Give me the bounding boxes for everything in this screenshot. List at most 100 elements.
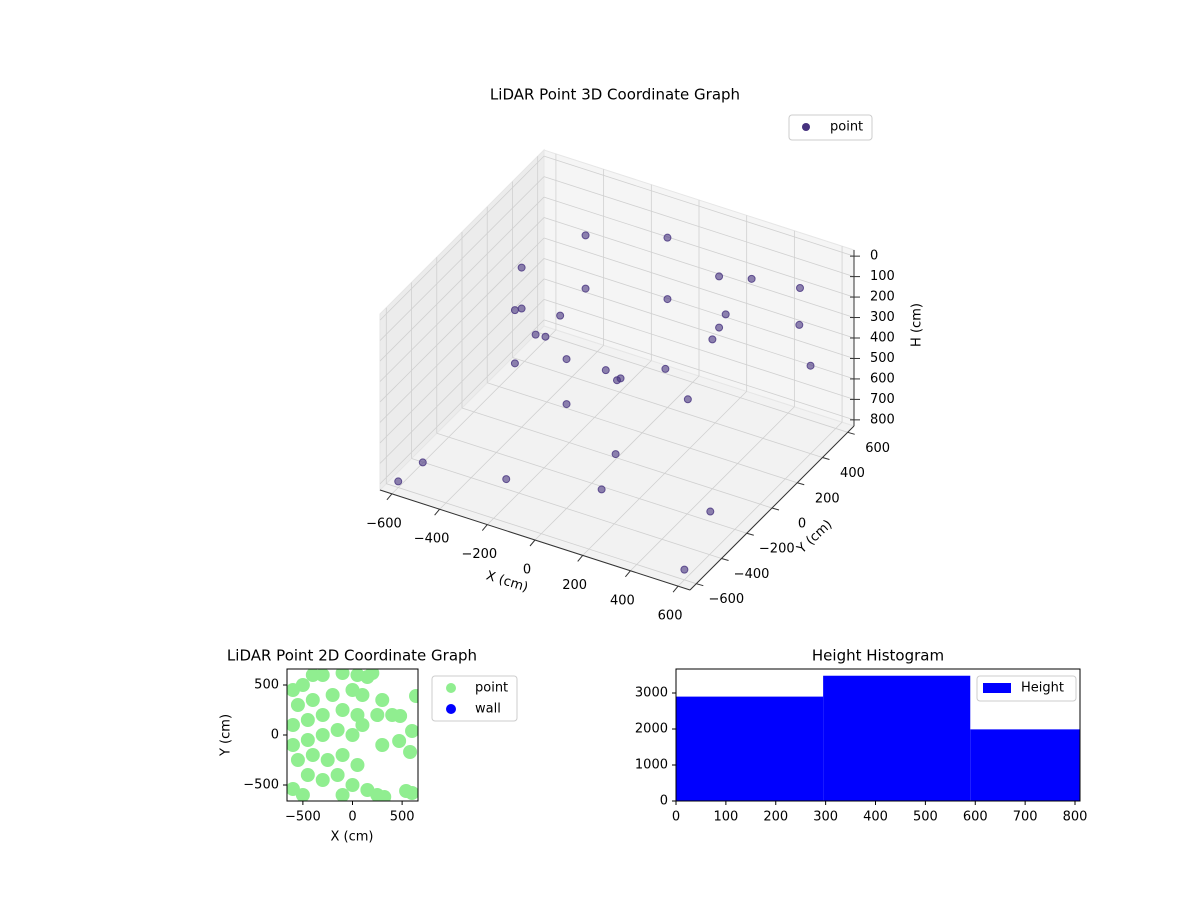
x-tick-label: −400 (414, 532, 450, 547)
z-tick-label: 800 (870, 412, 895, 427)
point (350, 758, 365, 772)
point (295, 678, 310, 692)
x-tick (577, 555, 584, 562)
z-tick-label: 200 (870, 290, 895, 305)
y-tick-label: 400 (840, 466, 865, 481)
x-tick-label: 0 (523, 563, 531, 578)
y-tick (847, 431, 855, 435)
x-tick (481, 524, 488, 531)
grid-line (543, 299, 855, 400)
chart-title: LiDAR Point 2D Coordinate Graph (227, 647, 477, 665)
point (315, 728, 330, 742)
point (287, 718, 300, 732)
y-tick-label: 500 (254, 678, 279, 693)
legend-label: point (830, 120, 863, 135)
x-axis-label: X (cm) (331, 830, 374, 845)
point (795, 320, 804, 329)
y-tick-label: 0 (798, 517, 806, 532)
x-tick-label: 200 (562, 578, 587, 593)
point (315, 773, 330, 787)
y-tick-label: 600 (865, 441, 890, 456)
point (305, 669, 320, 682)
point (562, 400, 571, 409)
point (300, 733, 315, 747)
x-tick-label: −500 (285, 810, 321, 825)
legend-label: point (475, 681, 508, 696)
point (393, 709, 408, 723)
grid-line (543, 176, 855, 277)
point (290, 753, 305, 767)
point (706, 507, 715, 516)
point (345, 728, 360, 742)
point (510, 359, 519, 368)
grid-line (379, 155, 545, 321)
grid-line (537, 331, 848, 433)
legend-marker (983, 683, 1011, 693)
point (502, 475, 511, 484)
grid-line (543, 217, 855, 318)
y-tick-label: −500 (243, 778, 279, 793)
y-tick (721, 557, 729, 561)
x-tick-label: 0 (348, 810, 356, 825)
point (683, 395, 692, 404)
point (541, 332, 550, 341)
x-tick-label: 800 (1063, 810, 1088, 825)
point (747, 274, 756, 283)
y-tick (771, 507, 780, 511)
x-tick-label: 600 (963, 810, 988, 825)
grid-line (543, 155, 855, 257)
x-tick (672, 585, 679, 593)
point (355, 718, 370, 732)
x-tick (625, 570, 631, 578)
x-tick-label: 200 (763, 810, 788, 825)
point (663, 233, 672, 242)
y-tick-label: −400 (734, 567, 770, 582)
plot-area (287, 669, 418, 801)
point (375, 693, 390, 707)
x-tick-label: 600 (658, 609, 683, 624)
x-tick (386, 493, 393, 501)
point (597, 485, 606, 494)
point (510, 306, 519, 315)
y-tick-label: −200 (759, 542, 795, 557)
legend-label: wall (475, 702, 501, 717)
point (531, 330, 540, 339)
grid-line (543, 258, 855, 359)
z-tick-label: 500 (870, 351, 895, 366)
grid-line (543, 237, 855, 339)
grid-line (379, 299, 545, 464)
point (517, 263, 526, 272)
grid-line (379, 258, 545, 423)
x-tick-label: 100 (713, 810, 738, 825)
x-tick-label: −200 (461, 547, 497, 562)
plot-area (676, 675, 1080, 801)
x-tick-label: 500 (913, 810, 938, 825)
axis-line (379, 489, 691, 591)
y-tick-label: 2000 (635, 722, 668, 737)
point (680, 565, 689, 574)
x-tick-label: 0 (672, 810, 680, 825)
chart-title: LiDAR Point 3D Coordinate Graph (490, 86, 740, 104)
legend-box (788, 114, 873, 141)
grid-line (379, 237, 545, 403)
point (715, 323, 724, 332)
bar (970, 729, 1080, 801)
point (394, 477, 403, 486)
legend-marker (446, 704, 456, 714)
y-tick (746, 532, 754, 536)
point (405, 724, 418, 738)
z-tick-label: 400 (870, 331, 895, 346)
grid-line (379, 217, 545, 382)
legend-marker (802, 123, 810, 131)
point (335, 669, 350, 680)
x-tick-label: 300 (813, 810, 838, 825)
grid-line (512, 357, 823, 458)
x-tick-label: −600 (366, 516, 402, 531)
x-tick-label: 400 (863, 810, 888, 825)
point (295, 788, 310, 801)
grid-line (543, 319, 855, 421)
point (708, 335, 717, 344)
point (403, 745, 418, 759)
point (330, 723, 345, 737)
point (315, 708, 330, 722)
